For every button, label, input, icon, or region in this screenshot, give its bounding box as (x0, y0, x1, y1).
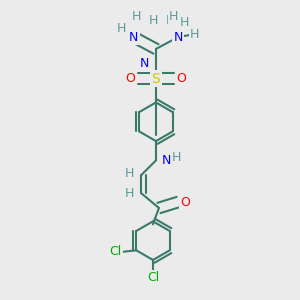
Text: N: N (140, 57, 149, 70)
Text: O: O (176, 72, 186, 85)
Text: O: O (126, 72, 136, 85)
Text: N: N (162, 154, 171, 167)
Text: S: S (152, 72, 160, 86)
Text: H: H (148, 14, 158, 27)
Text: O: O (181, 196, 190, 208)
Text: H: H (190, 28, 199, 40)
Text: N: N (129, 31, 138, 44)
Text: H: H (124, 187, 134, 200)
Text: H: H (181, 14, 190, 27)
Text: H: H (134, 14, 143, 27)
Text: H: H (172, 151, 182, 164)
Text: H: H (132, 10, 141, 23)
Text: H: H (117, 22, 127, 34)
Text: N: N (173, 31, 183, 44)
Text: Cl: Cl (109, 245, 122, 258)
Text: H: H (166, 14, 176, 27)
Text: H: H (124, 167, 134, 180)
Text: H: H (169, 10, 178, 23)
Text: H: H (179, 16, 189, 29)
Text: Cl: Cl (147, 271, 159, 284)
